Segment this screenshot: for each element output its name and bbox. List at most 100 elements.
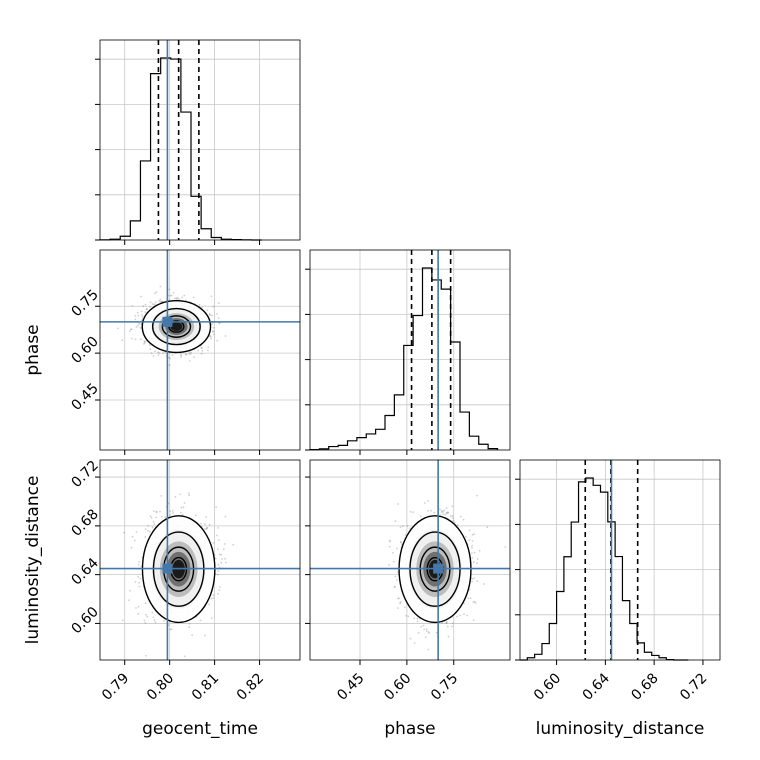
sample-point <box>439 514 442 516</box>
sample-point <box>224 515 227 518</box>
sample-point <box>157 354 160 356</box>
sample-point <box>154 350 156 353</box>
sample-point <box>138 585 141 588</box>
sample-point <box>392 552 394 554</box>
sample-point <box>217 317 220 319</box>
sample-point <box>423 628 426 631</box>
sample-point <box>208 603 211 606</box>
sample-point <box>154 621 157 624</box>
sample-point <box>201 347 204 349</box>
sample-point <box>219 586 221 588</box>
sample-point <box>433 511 436 514</box>
sample-point <box>399 602 401 605</box>
sample-point <box>445 511 448 514</box>
sample-point <box>446 512 448 515</box>
sample-point <box>393 586 396 589</box>
sample-point <box>134 315 137 317</box>
sample-point <box>161 515 163 518</box>
sample-point <box>471 557 474 559</box>
sample-point <box>452 622 454 625</box>
sample-point <box>468 529 471 532</box>
sample-point <box>206 309 209 312</box>
sample-point <box>160 495 163 497</box>
sample-point <box>224 335 227 337</box>
sample-point <box>152 616 155 619</box>
sample-point <box>424 636 427 638</box>
sample-point <box>204 634 206 637</box>
sample-point <box>396 547 398 550</box>
density-panel-geocent_time-phase <box>100 250 300 450</box>
sample-point <box>388 539 391 542</box>
sample-point <box>144 602 147 604</box>
sample-point <box>155 510 158 513</box>
sample-point <box>169 294 172 297</box>
sample-point <box>135 326 138 328</box>
sample-point <box>409 510 412 513</box>
sample-point <box>394 575 397 578</box>
sample-point <box>460 515 462 518</box>
density-panel-phase-luminosity_distance <box>310 460 510 660</box>
sample-point <box>446 625 449 628</box>
sample-point <box>121 619 124 622</box>
x-tick-label: 0.64 <box>580 670 613 703</box>
x-tick-label: 0.75 <box>428 670 461 703</box>
sample-point <box>158 300 161 302</box>
panel-frame <box>309 249 511 451</box>
sample-point <box>472 561 475 564</box>
x-tick-label: 0.68 <box>628 670 661 703</box>
sample-point <box>180 506 183 509</box>
sample-point <box>131 305 134 307</box>
sample-point <box>155 516 158 519</box>
sample-point <box>168 356 170 359</box>
sample-point <box>148 344 151 347</box>
sample-point <box>225 561 227 564</box>
sample-point <box>157 351 160 354</box>
sample-point <box>201 306 203 309</box>
sample-point <box>185 299 187 301</box>
density-panel-geocent_time-luminosity_distance <box>100 460 300 660</box>
sample-point <box>217 302 220 304</box>
sample-point <box>212 542 215 544</box>
data-layer <box>99 40 689 661</box>
sample-point <box>445 622 448 625</box>
sample-point <box>205 528 208 531</box>
sample-point <box>428 632 431 634</box>
sample-point <box>181 513 184 516</box>
sample-point <box>167 624 170 626</box>
x-tick-label: 0.72 <box>677 670 710 703</box>
sample-point <box>441 509 443 512</box>
sample-point <box>143 343 145 345</box>
panel-frame <box>519 459 721 661</box>
sample-point <box>172 512 175 514</box>
sample-point <box>407 615 410 618</box>
sample-point <box>216 339 219 342</box>
sample-point <box>476 580 479 583</box>
sample-point <box>212 331 214 333</box>
sample-point <box>151 303 154 305</box>
sample-point <box>442 510 444 513</box>
sample-point <box>394 520 397 523</box>
sample-point <box>405 614 408 617</box>
sample-point <box>171 509 174 512</box>
sample-point <box>163 619 165 622</box>
sample-point <box>198 303 201 306</box>
sample-point <box>150 352 153 354</box>
sample-point <box>445 507 448 509</box>
sample-point <box>183 502 186 504</box>
sample-point <box>210 597 213 600</box>
sample-point <box>130 328 133 331</box>
sample-point <box>206 527 208 530</box>
sample-point <box>456 524 459 526</box>
sample-point <box>466 614 468 617</box>
sample-point <box>151 611 154 614</box>
sample-point <box>130 546 133 549</box>
sample-point <box>217 548 219 551</box>
sample-point <box>134 581 137 583</box>
panel-frame <box>99 459 301 661</box>
sample-point <box>137 575 140 578</box>
sample-point <box>212 326 215 329</box>
sample-point <box>476 494 478 497</box>
sample-point <box>152 355 155 357</box>
sample-point <box>451 515 454 517</box>
sample-point <box>203 528 206 530</box>
